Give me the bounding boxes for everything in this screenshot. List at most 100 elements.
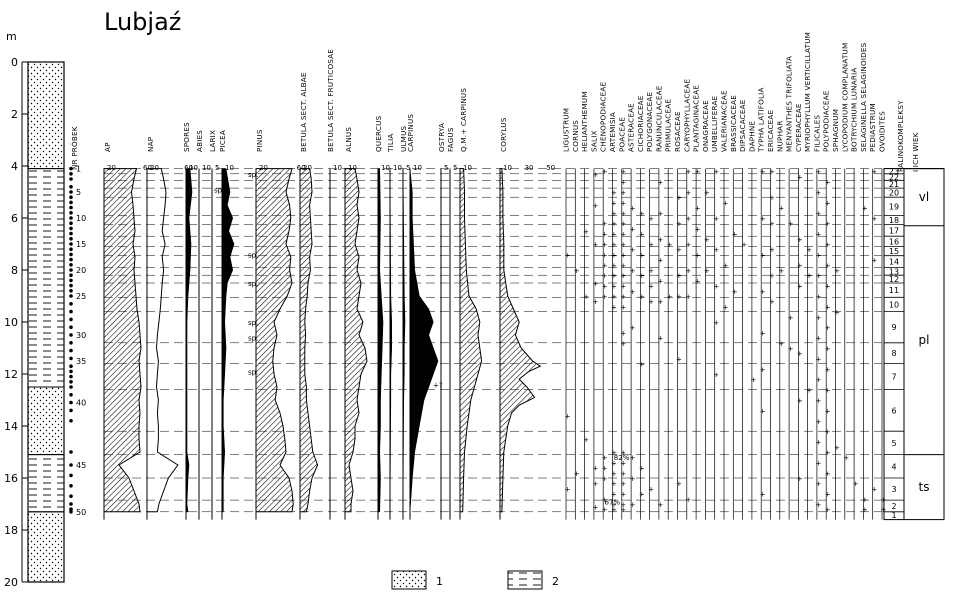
lithology-layer [27,386,65,456]
herb-mark-selaginella-selaginoides: + [862,496,868,504]
herb-header-ovoidites: OVOIDITES [878,111,887,152]
depth-tick-label: 12 [4,368,18,381]
annotation-text: sp. [248,368,258,376]
age-label: vl [919,190,929,204]
herb-mark-polygonaceae: + [648,267,654,275]
herb-mark-cyperaceae: + [797,236,803,244]
herb-mark-chenopodiaceae: + [602,168,608,176]
herb-mark-polygonaceae: + [648,283,654,291]
herb-mark-selaginella-selaginoides: + [862,506,868,514]
tick-ostrya: 5 [444,164,448,172]
herb-mark-filicales: + [815,168,821,176]
herb-mark-caryophyllaceae: + [685,168,691,176]
herb-mark-salix: + [592,465,598,473]
herb-mark-chenopodiaceae: + [602,220,608,228]
annotation-text: sp. [248,319,258,327]
herb-mark-artemisia: + [611,189,617,197]
palinokompleks-number: 4 [891,462,896,471]
herb-header-cyperaceae: CYPERACEAE [794,103,803,152]
header-larix: LARIX [208,130,217,152]
curve-ap [103,168,142,513]
annotation-text: sp. [214,186,224,194]
sample-dot [69,242,73,246]
herb-mark-onagraceae: + [704,267,710,275]
sample-number: 15 [76,240,86,249]
herb-header-ericaceae: ERICACEAE [766,109,775,152]
herb-mark-plantaginaceae: + [695,251,701,259]
herb-header-ranunculaceae: RANUNCULACEAE [654,85,663,152]
sample-dot [69,190,73,194]
tick-fagus: 5 [453,164,457,172]
herb-mark-poaceae: + [620,449,626,457]
herb-mark-poaceae: + [620,459,626,467]
herb-mark-poaceae: + [620,303,626,311]
herb-mark-plantaginaceae: + [695,205,701,213]
herb-mark-filicales: + [815,272,821,280]
herb-header-menyanthes-trifoliata: MENYANTHES TRIFOLIATA [785,56,794,152]
sample-dot [69,216,73,220]
herb-mark-poaceae: + [620,231,626,239]
herb-mark-polypodiaceae: + [825,387,831,395]
herb-mark-cichoriaceae: + [639,361,645,369]
legend-swatch [507,570,543,590]
herb-mark-salix: + [592,504,598,512]
herb-mark-polypodiaceae: + [825,199,831,207]
depth-tick-label: 18 [4,524,18,537]
tick-corylus: 30 [525,164,534,172]
herb-mark-poaceae: + [620,329,626,337]
curve-q-m-carpinus [459,168,483,513]
tick-q-m-carpinus: 10 [463,164,472,172]
herb-header-primulaceae: PRIMULACEAE [664,99,673,152]
herb-mark-helianthemum: + [583,228,589,236]
sample-dot [69,257,73,262]
herb-mark-rosaceae: + [676,220,682,228]
herb-mark-salix: + [592,241,598,249]
herb-mark-cichoriaceae: + [639,491,645,499]
depth-tick-label: 14 [4,420,18,433]
annotation-text: 82% [614,454,630,462]
herb-mark-menyanthes-trifoliata: + [788,345,794,353]
herb-mark-filicales: + [815,251,821,259]
herb-header-caryophyllaceae: CARYOPHYLLACEAE [682,79,691,152]
palinokompleks-number: 10 [889,301,899,310]
curve-nap [146,168,179,513]
herb-mark-onagraceae: + [704,236,710,244]
herb-mark-caryophyllaceae: + [685,293,691,301]
herb-mark-chenopodiaceae: + [602,231,608,239]
header-quercus: QUERCUS [374,115,383,152]
palinokompleks-number: 19 [889,202,899,211]
herb-mark-typha-latifolia: + [760,168,766,176]
herb-mark-filicales: + [815,397,821,405]
palinokompleks-number: 9 [891,323,896,332]
herb-mark-polypodiaceae: + [825,303,831,311]
legend-swatch [391,570,427,590]
sample-dot [69,221,73,225]
herb-mark-plantaginaceae: + [695,225,701,233]
herb-mark-ranunculaceae: + [657,257,663,265]
herb-mark-menyanthes-trifoliata: + [788,220,794,228]
curve-tilia [389,168,392,512]
herb-mark-valerianaceae: + [723,199,729,207]
herb-mark-pediastrum: + [871,485,877,493]
herb-mark-ligustrum: + [565,485,571,493]
herb-mark-ranunculaceae: + [657,501,663,509]
sample-dot [69,507,73,512]
sample-dot [69,484,73,488]
sample-dot [69,289,73,293]
tick-nap: 60 [184,164,193,172]
palinokompleks-number: 6 [891,406,896,415]
sample-dot [69,473,73,478]
herb-mark-polygonaceae: + [648,215,654,223]
sample-dot [69,172,73,176]
herb-mark-filicales: + [815,210,821,218]
herb-header-rosaceae: ROSACEAE [673,111,682,152]
herb-mark-chenopodiaceae: + [602,241,608,249]
herb-mark-polypodiaceae: + [825,407,831,415]
herb-mark-lycopodium-complanatum: + [843,454,849,462]
herb-mark-ranunculaceae: + [657,179,663,187]
herb-mark-caryophyllaceae: + [685,241,691,249]
herb-header-dipsacaceae: DIPSACACEAE [738,99,747,152]
herb-mark-myriophyllum-verticillatum: + [806,272,812,280]
herb-mark-typha-latifolia: + [760,491,766,499]
